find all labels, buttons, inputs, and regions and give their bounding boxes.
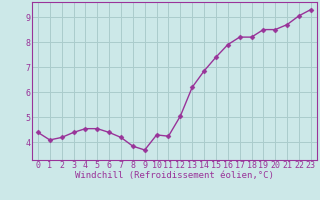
X-axis label: Windchill (Refroidissement éolien,°C): Windchill (Refroidissement éolien,°C) <box>75 171 274 180</box>
